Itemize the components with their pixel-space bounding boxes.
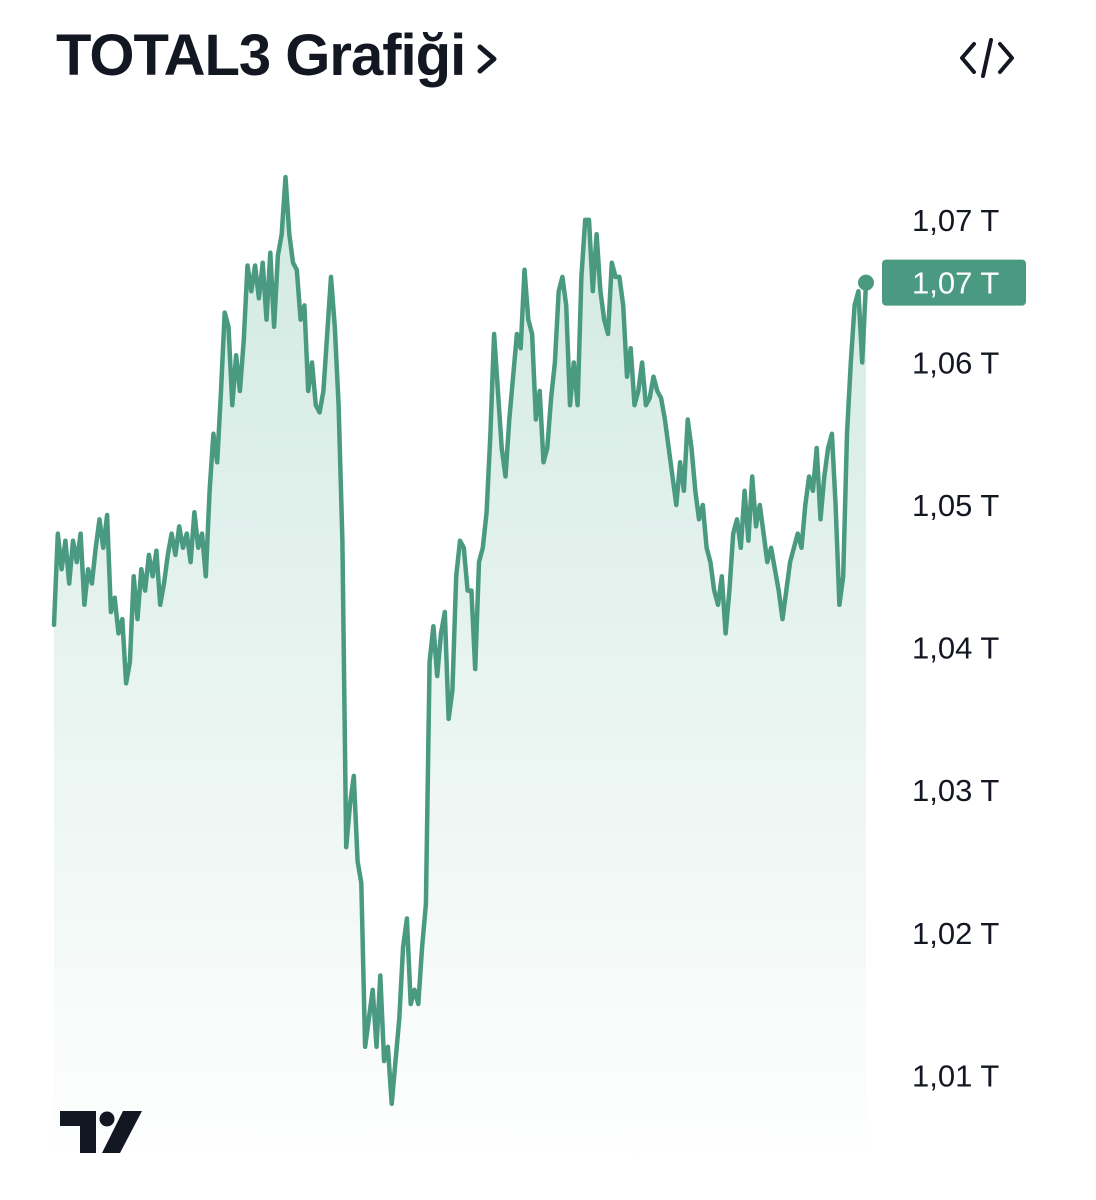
- y-tick-label: 1,01 T: [912, 1058, 999, 1093]
- y-tick-label: 1,02 T: [912, 916, 999, 951]
- last-price-dot: [858, 274, 874, 291]
- chevron-right-icon[interactable]: [475, 39, 499, 79]
- current-price-label: 1,07 T: [912, 266, 999, 301]
- y-tick-label: 1,05 T: [912, 488, 999, 523]
- y-tick-label: 1,06 T: [912, 345, 999, 380]
- y-tick-label: 1,07 T: [912, 203, 999, 238]
- page-title: TOTAL3 Grafiği: [56, 23, 466, 88]
- tradingview-logo: [60, 1111, 142, 1153]
- y-tick-label: 1,03 T: [912, 773, 999, 808]
- price-area: [54, 177, 866, 1169]
- current-price-badge: 1,07 T: [882, 259, 1026, 306]
- code-brackets-icon[interactable]: [958, 36, 1016, 80]
- price-line: [51, 174, 869, 1107]
- chart-header[interactable]: TOTAL3 Grafiği: [56, 22, 499, 89]
- y-axis: 1,07 T 1,06 T 1,05 T 1,04 T 1,03 T 1,02 T 1,01…: [912, 203, 999, 1093]
- y-tick-label: 1,04 T: [912, 631, 999, 666]
